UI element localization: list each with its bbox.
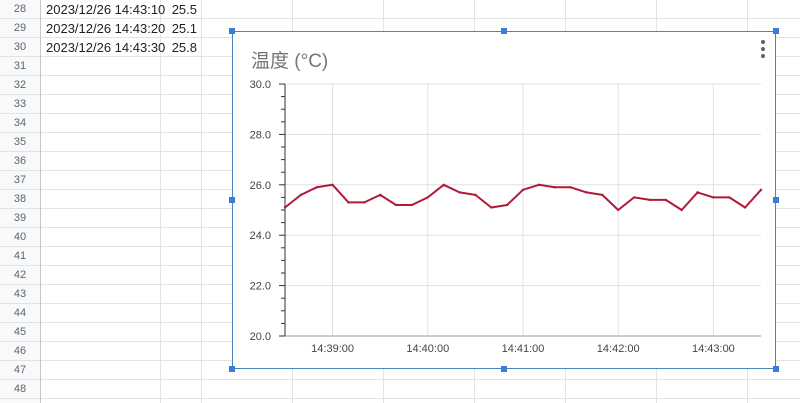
row-number[interactable]: 39 [0,209,40,228]
y-tick-label: 30.0 [250,79,271,91]
row-number[interactable]: 47 [0,361,40,380]
resize-handle-bottom[interactable] [501,366,507,372]
row-gridline [41,398,800,399]
row-number[interactable]: 45 [0,323,40,342]
temperature-data-point [426,196,429,199]
temperature-data-point [712,196,715,199]
temperature-data-point [410,203,414,207]
temperature-data-point [537,183,541,186]
resize-handle-top-right[interactable] [773,28,779,34]
row-number[interactable]: 30 [0,38,40,57]
temperature-data-point [299,193,303,197]
chart-title: 温度 (°C) [251,51,329,72]
temperature-data-point [569,186,572,189]
timestamp-cell[interactable]: 2023/12/26 14:43:30 [46,40,166,55]
temperature-data-point [490,206,493,209]
line-chart-plot: 20.0 22.0 24.0 26.0 28.0 30.0 14:39:00 14:40:00… [250,79,763,355]
more-vert-icon[interactable] [759,40,767,58]
temperature-data-point [680,208,683,212]
timestamp-cell[interactable]: 2023/12/26 14:43:20 [46,21,166,36]
temperature-data-point [379,193,382,197]
x-tick-label: 14:40:00 [406,343,449,355]
temperature-data-point [331,183,334,186]
temperature-data-point [553,186,556,189]
temperature-data-point [585,191,588,194]
temperature-cell[interactable]: 25.5 [171,2,197,17]
y-tick-label: 20.0 [250,331,271,343]
temperature-data-point [394,203,398,207]
resize-handle-top-left[interactable] [229,28,235,34]
temperature-data-point [474,193,477,197]
row-number[interactable]: 32 [0,76,40,95]
resize-handle-top[interactable] [501,28,507,34]
row-gridline [41,18,800,19]
row-gridline [41,379,800,380]
temperature-data-point [696,191,699,194]
row-number[interactable]: 36 [0,152,40,171]
temperature-data-point [664,198,667,202]
temperature-data-point [617,208,620,212]
column-gridline [160,0,161,403]
row-number[interactable]: 29 [0,19,40,38]
row-number[interactable]: 38 [0,190,40,209]
y-tick-label: 22.0 [250,281,271,293]
x-tick-label: 14:39:00 [311,343,354,355]
temperature-data-point [648,198,652,202]
row-number[interactable]: 40 [0,228,40,247]
temperature-data-point [632,196,636,199]
row-number[interactable]: 43 [0,285,40,304]
temperature-data-point [521,188,525,192]
resize-handle-bottom-left[interactable] [229,366,235,372]
row-number[interactable]: 28 [0,0,40,19]
row-header-column: 28 29 30 31 32 33 34 35 36 37 38 39 40 41 42 43 44 45 46 47… [0,0,41,403]
y-tick-label: 26.0 [250,180,271,192]
row-number[interactable]: 42 [0,266,40,285]
row-number[interactable]: 41 [0,247,40,266]
temperature-data-point [728,196,731,199]
y-tick-label: 28.0 [250,129,271,141]
row-number[interactable]: 35 [0,133,40,152]
temperature-data-point [743,206,747,209]
row-number[interactable]: 44 [0,304,40,323]
row-number[interactable]: 37 [0,171,40,190]
row-number[interactable]: 31 [0,57,40,76]
timestamp-cell[interactable]: 2023/12/26 14:43:10 [46,2,166,17]
embedded-chart[interactable]: 温度 (°C) 20.0 22.0 24.0 26.0 28.0 30.0 14:39:00… [232,31,776,369]
row-number[interactable]: 46 [0,342,40,361]
temperature-data-point [347,201,350,204]
temperature-cell[interactable]: 25.8 [171,40,197,55]
y-tick-label: 24.0 [250,230,271,242]
resize-handle-right[interactable] [773,197,779,203]
row-number[interactable]: 34 [0,114,40,133]
column-gridline [201,0,202,403]
temperature-data-point [363,201,366,204]
x-tick-label: 14:41:00 [502,343,545,355]
temperature-data-point [601,193,604,197]
resize-handle-bottom-right[interactable] [773,366,779,372]
temperature-data-point [315,186,318,189]
temperature-data-point [442,183,445,186]
row-number[interactable]: 48 [0,380,40,399]
temperature-data-point [505,203,509,207]
row-number[interactable]: 33 [0,95,40,114]
temperature-data-point [759,188,763,192]
x-tick-label: 14:43:00 [692,343,735,355]
temperature-cell[interactable]: 25.1 [171,21,197,36]
temperature-data-point [458,191,461,194]
resize-handle-left[interactable] [229,197,235,203]
x-tick-label: 14:42:00 [597,343,640,355]
temperature-data-point [283,206,287,209]
